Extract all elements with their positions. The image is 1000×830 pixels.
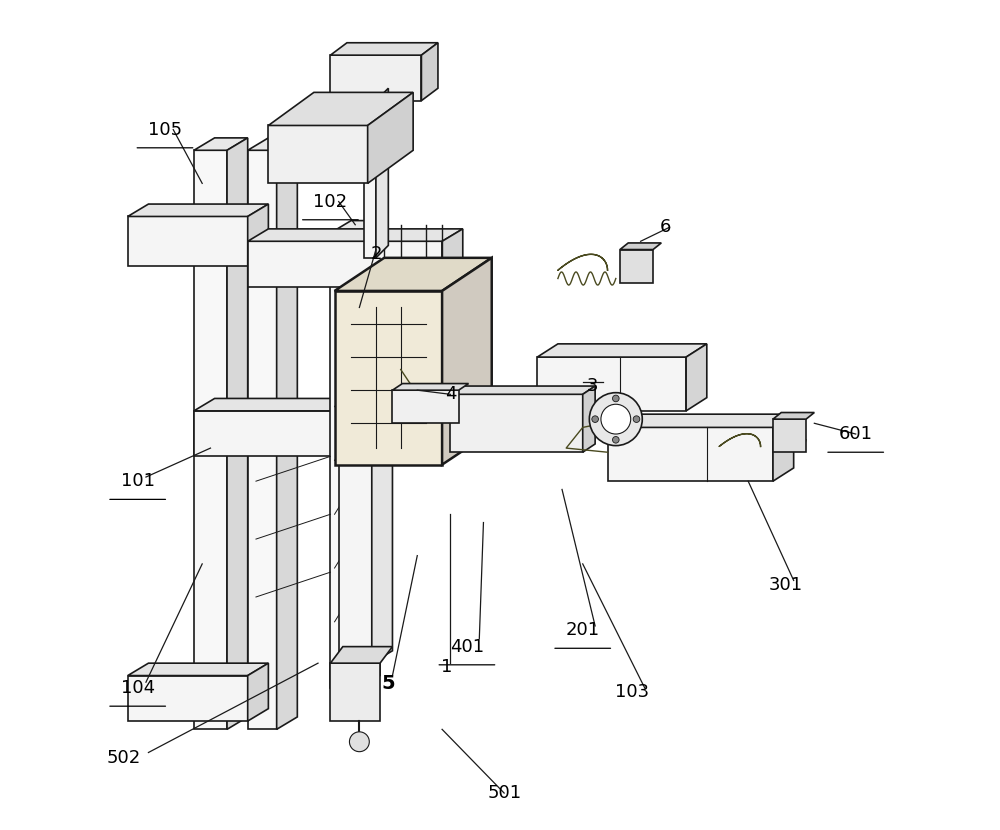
- Polygon shape: [227, 138, 248, 730]
- Polygon shape: [330, 647, 392, 663]
- Text: 104: 104: [121, 679, 155, 697]
- Polygon shape: [421, 43, 438, 100]
- Polygon shape: [248, 242, 442, 287]
- Circle shape: [601, 404, 631, 434]
- Polygon shape: [248, 663, 268, 721]
- Polygon shape: [620, 243, 661, 250]
- Polygon shape: [194, 150, 227, 730]
- Text: 501: 501: [487, 784, 521, 802]
- Polygon shape: [401, 398, 421, 456]
- Polygon shape: [339, 465, 372, 663]
- Polygon shape: [773, 419, 806, 452]
- Polygon shape: [392, 383, 469, 390]
- Polygon shape: [450, 386, 595, 394]
- Polygon shape: [392, 390, 459, 423]
- Text: 103: 103: [615, 683, 649, 701]
- Text: 401: 401: [450, 637, 484, 656]
- Polygon shape: [128, 204, 268, 217]
- Text: 502: 502: [106, 749, 141, 767]
- Polygon shape: [194, 398, 421, 411]
- Text: 4: 4: [445, 385, 456, 403]
- Polygon shape: [368, 92, 413, 183]
- Text: 3: 3: [587, 377, 598, 395]
- Circle shape: [613, 437, 619, 443]
- Text: 105: 105: [148, 120, 182, 139]
- Text: 5: 5: [382, 674, 395, 693]
- Polygon shape: [128, 663, 268, 676]
- Polygon shape: [608, 414, 794, 427]
- Text: 201: 201: [566, 621, 600, 639]
- Text: 1: 1: [441, 658, 452, 676]
- Circle shape: [589, 393, 642, 446]
- Text: 2: 2: [370, 245, 382, 262]
- Polygon shape: [608, 427, 773, 481]
- Polygon shape: [268, 125, 368, 183]
- Polygon shape: [194, 138, 248, 150]
- Text: 6: 6: [660, 218, 671, 237]
- Text: 102: 102: [313, 193, 347, 211]
- Polygon shape: [248, 150, 277, 730]
- Polygon shape: [330, 233, 359, 688]
- Polygon shape: [583, 386, 595, 452]
- Polygon shape: [442, 229, 463, 287]
- Polygon shape: [277, 138, 297, 730]
- Polygon shape: [773, 414, 794, 481]
- Circle shape: [592, 416, 598, 422]
- Polygon shape: [128, 676, 248, 721]
- Polygon shape: [372, 452, 392, 663]
- Polygon shape: [335, 258, 492, 291]
- Polygon shape: [194, 411, 401, 457]
- Polygon shape: [330, 663, 380, 721]
- Circle shape: [613, 395, 619, 402]
- Polygon shape: [330, 55, 421, 100]
- Text: 101: 101: [121, 472, 155, 491]
- Polygon shape: [335, 291, 442, 465]
- Polygon shape: [268, 92, 413, 125]
- Polygon shape: [450, 394, 583, 452]
- Polygon shape: [248, 138, 297, 150]
- Text: 601: 601: [839, 425, 873, 443]
- Polygon shape: [537, 357, 686, 411]
- Polygon shape: [773, 413, 814, 419]
- Polygon shape: [330, 221, 380, 233]
- Text: 301: 301: [768, 575, 802, 593]
- Polygon shape: [442, 258, 492, 465]
- Polygon shape: [537, 344, 707, 357]
- Polygon shape: [620, 250, 653, 283]
- Polygon shape: [686, 344, 707, 411]
- Polygon shape: [330, 43, 438, 55]
- Polygon shape: [376, 88, 388, 258]
- Circle shape: [633, 416, 640, 422]
- Polygon shape: [248, 204, 268, 266]
- Polygon shape: [364, 100, 376, 258]
- Polygon shape: [128, 217, 248, 266]
- Polygon shape: [359, 221, 380, 688]
- Circle shape: [349, 732, 369, 752]
- Polygon shape: [248, 229, 463, 242]
